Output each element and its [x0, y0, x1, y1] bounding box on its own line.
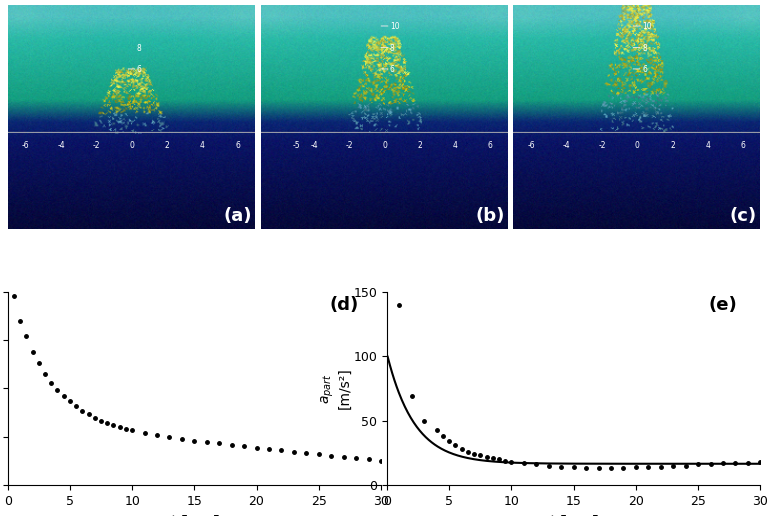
X-axis label: $t$ [ms]: $t$ [ms]	[548, 513, 599, 516]
Text: -6: -6	[22, 141, 30, 150]
Text: (b): (b)	[475, 206, 505, 224]
Text: 8: 8	[137, 44, 141, 53]
Text: 6: 6	[137, 65, 142, 74]
Text: -5: -5	[293, 141, 300, 150]
Text: 2: 2	[418, 141, 422, 150]
Text: 6: 6	[235, 141, 240, 150]
Text: -2: -2	[598, 141, 606, 150]
Y-axis label: $a_{part}$
[m/s²]: $a_{part}$ [m/s²]	[319, 367, 352, 409]
Text: 10: 10	[643, 22, 652, 31]
Text: 6: 6	[741, 141, 746, 150]
Text: -2: -2	[93, 141, 100, 150]
Text: 0: 0	[635, 141, 640, 150]
Text: 0: 0	[382, 141, 387, 150]
Text: (c): (c)	[730, 206, 756, 224]
Text: (e): (e)	[709, 296, 737, 314]
Text: 4: 4	[200, 141, 204, 150]
Text: 4: 4	[706, 141, 710, 150]
Text: -4: -4	[310, 141, 318, 150]
X-axis label: $t$ [ms]: $t$ [ms]	[169, 513, 220, 516]
Text: 4: 4	[452, 141, 458, 150]
Text: -6: -6	[528, 141, 535, 150]
Text: -4: -4	[58, 141, 65, 150]
Text: 2: 2	[670, 141, 675, 150]
Text: 6: 6	[390, 65, 395, 74]
Text: 0: 0	[129, 141, 134, 150]
Text: (a): (a)	[223, 206, 251, 224]
Text: 10: 10	[390, 22, 399, 31]
Text: 8: 8	[390, 44, 395, 53]
Text: 6: 6	[488, 141, 493, 150]
Text: (d): (d)	[329, 296, 359, 314]
Text: -4: -4	[563, 141, 571, 150]
Text: 6: 6	[643, 65, 647, 74]
Text: 8: 8	[643, 44, 647, 53]
Text: 2: 2	[164, 141, 169, 150]
Text: -2: -2	[346, 141, 353, 150]
